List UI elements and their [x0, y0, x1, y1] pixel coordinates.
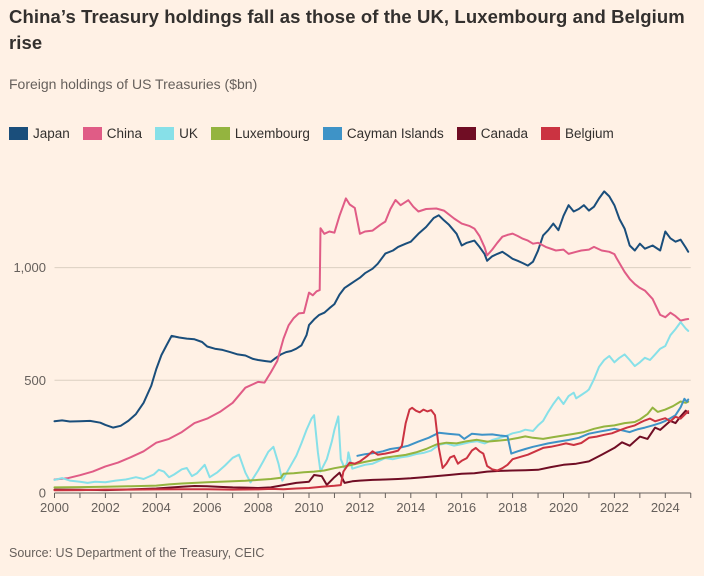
legend-swatch-uk [155, 127, 175, 140]
x-tick-label: 2014 [396, 500, 425, 515]
legend-swatch-belgium [541, 127, 560, 140]
legend-swatch-luxembourg [210, 127, 230, 140]
legend-label-luxembourg: Luxembourg [234, 126, 310, 141]
series-line-canada [53, 409, 690, 492]
legend-swatch-canada [456, 127, 476, 140]
legend-swatch-cayman-islands [322, 127, 342, 140]
legend-item-uk: UK [155, 126, 198, 141]
x-tick-label: 2016 [447, 500, 476, 515]
x-tick-label: 2022 [600, 500, 629, 515]
y-tick-label: 1,000 [13, 260, 46, 275]
legend-label-cayman-islands: Cayman Islands [346, 126, 444, 141]
x-tick-label: 2012 [345, 500, 374, 515]
x-tick-label: 2002 [91, 500, 120, 515]
x-tick-label: 2000 [40, 500, 69, 515]
legend-label-uk: UK [179, 126, 198, 141]
legend-label-china: China [106, 126, 143, 141]
legend-label-belgium: Belgium [565, 126, 614, 141]
x-tick-label: 2024 [651, 500, 680, 515]
legend-item-luxembourg: Luxembourg [210, 126, 310, 141]
source-note: Source: US Department of the Treasury, C… [9, 546, 265, 560]
x-tick-label: 2010 [295, 500, 324, 515]
series-line-luxembourg [53, 400, 690, 489]
legend-item-canada: Canada [456, 126, 528, 141]
legend-label-canada: Canada [480, 126, 528, 141]
legend-item-china: China [82, 126, 143, 141]
x-tick-label: 2004 [142, 500, 171, 515]
y-tick-label: 500 [24, 373, 46, 388]
legend-item-belgium: Belgium [541, 126, 614, 141]
series-line-cayman-islands [356, 397, 690, 457]
x-tick-label: 2008 [244, 500, 273, 515]
legend: Japan China UK Luxembourg Cayman Islands Cana… [9, 126, 699, 141]
x-tick-label: 2006 [193, 500, 222, 515]
legend-item-cayman-islands: Cayman Islands [322, 126, 444, 141]
series-line-japan [53, 190, 690, 429]
chart-subtitle: Foreign holdings of US Treasuries ($bn) [9, 76, 258, 92]
x-tick-label: 2018 [498, 500, 527, 515]
legend-swatch-japan [9, 127, 28, 140]
legend-item-japan: Japan [9, 126, 70, 141]
x-tick-label: 2020 [549, 500, 578, 515]
legend-label-japan: Japan [33, 126, 70, 141]
series-line-belgium [53, 406, 690, 492]
series-line-china [53, 197, 690, 481]
chart-title: China’s Treasury holdings fall as those … [9, 6, 685, 53]
series-line-uk [53, 321, 690, 484]
legend-swatch-china [82, 127, 102, 140]
y-tick-label: 0 [39, 486, 46, 501]
